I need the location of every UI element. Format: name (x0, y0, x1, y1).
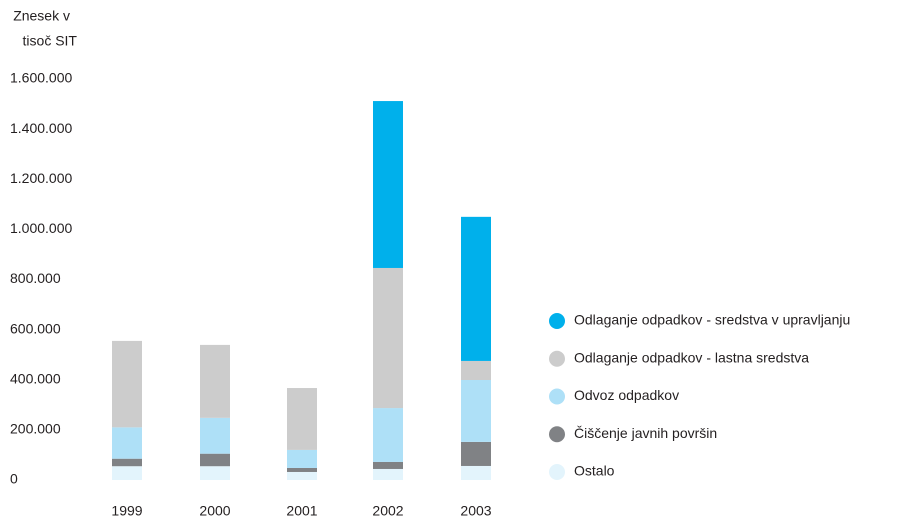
x-tick-label: 2001 (286, 503, 317, 519)
bar-segment (112, 466, 142, 480)
legend-marker (549, 464, 565, 480)
legend-marker (549, 350, 565, 367)
bar-segment (112, 340, 142, 428)
bar-segment (373, 408, 403, 462)
legend-label: Odvoz odpadkov (574, 387, 679, 403)
bar-segment (461, 360, 491, 381)
x-tick-label: 2003 (460, 503, 491, 519)
bar-segment (373, 101, 403, 268)
bar-segment (373, 461, 403, 469)
bar-segment (461, 380, 491, 442)
bar-segment (373, 267, 403, 409)
legend-label: Čiščenje javnih površin (574, 425, 717, 441)
bar-segment (112, 458, 142, 467)
bar-segment (287, 388, 317, 450)
legend-label: Ostalo (574, 463, 615, 479)
y-tick-label: 200.000 (10, 421, 61, 437)
bar-segment (287, 449, 317, 468)
y-axis-label: Znesek v (13, 8, 70, 24)
legend-label: Odlaganje odpadkov - lastna sredstva (574, 349, 809, 365)
bar-segment (200, 417, 230, 454)
y-tick-label: 400.000 (10, 370, 61, 386)
y-tick-label: 800.000 (10, 270, 61, 286)
bar-segment (287, 471, 317, 480)
legend-marker (549, 426, 565, 443)
bar-segment (200, 344, 230, 418)
bar-segment (200, 466, 230, 480)
legend-marker (549, 388, 565, 405)
bar-segment (200, 453, 230, 467)
y-tick-label: 1.000.000 (10, 220, 72, 236)
bar-segment (461, 216, 491, 361)
x-tick-label: 2002 (372, 503, 403, 519)
legend-label: Odlaganje odpadkov - sredstva v upravlja… (574, 312, 850, 328)
x-tick-label: 1999 (111, 503, 142, 519)
y-tick-label: 1.600.000 (10, 70, 72, 86)
y-axis-label: tisoč SIT (23, 33, 78, 49)
legend-marker (549, 313, 565, 329)
bar-segment (461, 441, 491, 466)
y-tick-label: 1.400.000 (10, 120, 72, 136)
y-tick-label: 1.200.000 (10, 170, 72, 186)
bar-segment (112, 427, 142, 459)
y-tick-label: 600.000 (10, 320, 61, 336)
x-tick-label: 2000 (199, 503, 230, 519)
bar-segment (287, 467, 317, 472)
bar-segment (461, 465, 491, 480)
bar-segment (373, 468, 403, 480)
y-tick-label: 0 (10, 471, 18, 487)
